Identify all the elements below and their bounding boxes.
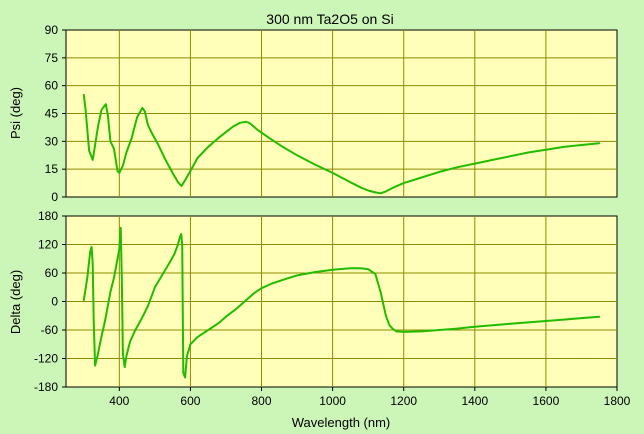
delta-x-tick-label: 1200 — [390, 394, 417, 408]
delta-y-tick-label: -120 — [34, 352, 58, 366]
delta-series — [82, 226, 601, 379]
delta-x-tick-label: 1800 — [604, 394, 631, 408]
psi-y-tick-label: 45 — [45, 107, 59, 121]
psi-y-tick-label: 60 — [45, 79, 59, 93]
psi-series — [82, 93, 601, 195]
delta-x-tick-label: 400 — [109, 394, 129, 408]
psi-y-axis-label: Psi (deg) — [8, 87, 23, 139]
delta-x-tick-label: 1000 — [319, 394, 346, 408]
psi-y-tick-label: 30 — [45, 134, 59, 148]
psi-ticks: 0 15 30 45 60 75 90 — [45, 23, 66, 204]
psi-y-tick-label: 15 — [45, 162, 59, 176]
chart-title: 300 nm Ta2O5 on Si — [266, 11, 393, 27]
delta-y-tick-label: 0 — [51, 295, 58, 309]
delta-x-tick-label: 1400 — [461, 394, 488, 408]
psi-y-tick-label: 90 — [45, 23, 59, 37]
delta-ticks: -180 -120 -60 0 60 120 180 400 600 800 1000 1200 140… — [34, 209, 631, 408]
delta-x-tick-label: 800 — [252, 394, 272, 408]
delta-y-tick-label: -180 — [34, 380, 58, 394]
delta-x-tick-label: 1600 — [533, 394, 560, 408]
delta-y-tick-label: 180 — [38, 209, 58, 223]
psi-grid — [66, 30, 617, 197]
delta-series-line — [82, 226, 601, 379]
psi-y-tick-label: 0 — [51, 190, 58, 204]
delta-y-tick-label: 120 — [38, 238, 58, 252]
x-axis-label: Wavelength (nm) — [292, 415, 391, 430]
psi-panel: 0 15 30 45 60 75 90 Psi (deg) — [8, 23, 618, 204]
delta-y-axis-label: Delta (deg) — [8, 270, 23, 334]
psi-series-line — [82, 93, 601, 195]
delta-x-tick-label: 600 — [180, 394, 200, 408]
delta-y-tick-label: -60 — [41, 323, 59, 337]
psi-y-tick-label: 75 — [45, 51, 59, 65]
delta-y-tick-label: 60 — [45, 266, 59, 280]
delta-panel: -180 -120 -60 0 60 120 180 400 600 800 1000 1200 140… — [8, 209, 631, 430]
